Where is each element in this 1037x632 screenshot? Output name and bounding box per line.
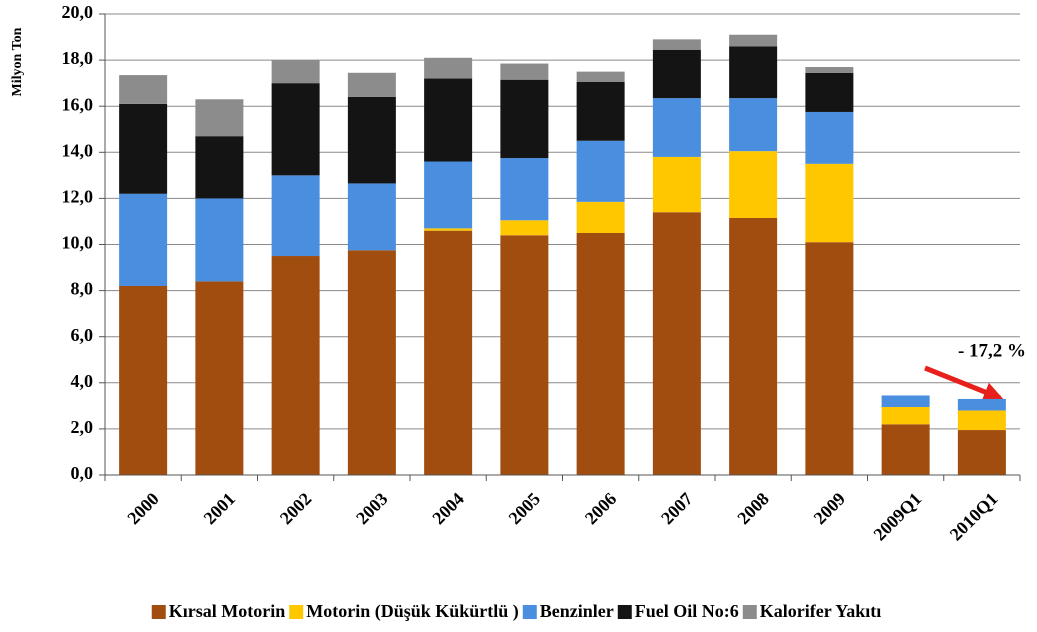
- x-tick-label: 2010Q1: [946, 489, 1002, 545]
- bar-segment: [500, 79, 549, 159]
- bar-segment: [957, 398, 1006, 411]
- bar-segment: [500, 158, 549, 221]
- bar-segment: [729, 34, 778, 47]
- bar-segment: [576, 71, 625, 82]
- bar-segment: [805, 67, 854, 73]
- bar-segment: [119, 193, 168, 286]
- legend-label: Benzinler: [540, 601, 614, 621]
- legend-swatch: [742, 605, 757, 619]
- bar-segment: [729, 98, 778, 152]
- bar-segment: [576, 81, 625, 141]
- bar-segment: [424, 230, 473, 475]
- bar-segment: [195, 198, 244, 282]
- bar-segment: [119, 103, 168, 194]
- bar-segment: [957, 410, 1006, 431]
- bar-segment: [271, 60, 320, 84]
- bar-segment: [652, 156, 701, 213]
- y-tick-label: 10,0: [62, 233, 94, 253]
- bar-segment: [119, 285, 168, 475]
- bar-segment: [195, 99, 244, 137]
- y-tick-label: 2,0: [71, 417, 94, 437]
- bar-segment: [576, 140, 625, 202]
- bar-segment: [195, 281, 244, 475]
- y-tick-label: 16,0: [62, 94, 94, 114]
- bar-segment: [652, 212, 701, 476]
- x-tick-label: 2002: [276, 489, 316, 529]
- bar-segment: [805, 163, 854, 243]
- legend-swatch: [617, 605, 632, 619]
- bar-segment: [729, 151, 778, 218]
- legend-label: Motorin (Düşük Kükürtlü ): [306, 601, 519, 622]
- bar-segment: [500, 235, 549, 475]
- x-tick-label: 2001: [200, 489, 240, 529]
- legend-label: Fuel Oil No:6: [635, 601, 739, 621]
- bar-segment: [347, 96, 396, 184]
- y-tick-label: 0,0: [71, 463, 94, 483]
- legend: Kırsal Motorin Motorin (Düşük Kükürtlü ) B…: [151, 601, 881, 622]
- bar-segment: [881, 424, 930, 475]
- legend-swatch: [522, 605, 537, 619]
- x-tick-label: 2000: [123, 489, 163, 529]
- bar-segment: [576, 232, 625, 475]
- bar-segment: [119, 75, 168, 104]
- bar-segment: [347, 72, 396, 97]
- bar-segment: [576, 201, 625, 233]
- bar-segment: [805, 242, 854, 475]
- bar-segment: [652, 49, 701, 99]
- y-tick-label: 14,0: [62, 140, 94, 160]
- bar-segment: [271, 256, 320, 475]
- bar-segment: [347, 183, 396, 251]
- bar-segment: [652, 39, 701, 50]
- legend-swatch: [289, 605, 304, 619]
- x-tick-label: 2009: [810, 489, 850, 529]
- bar-segment: [957, 430, 1006, 475]
- bar-segment: [729, 217, 778, 475]
- x-tick-label: 2009Q1: [869, 489, 925, 545]
- bar-segment: [652, 98, 701, 157]
- bar-segment: [881, 407, 930, 425]
- bar-segment: [805, 72, 854, 112]
- x-tick-label: 2005: [505, 489, 545, 529]
- bar-segment: [424, 57, 473, 79]
- bar-segment: [195, 136, 244, 199]
- y-tick-label: 8,0: [71, 279, 94, 299]
- x-tick-label: 2004: [428, 489, 468, 529]
- legend-label: Kalorifer Yakıtı: [760, 601, 881, 621]
- bar-segment: [424, 161, 473, 229]
- legend-label: Kırsal Motorin: [169, 601, 285, 621]
- x-tick-label: 2006: [581, 489, 621, 529]
- x-tick-label: 2008: [733, 489, 773, 529]
- x-tick-label: 2003: [352, 489, 392, 529]
- bar-segment: [881, 395, 930, 408]
- bar-segment: [271, 175, 320, 257]
- bar-segment: [271, 83, 320, 176]
- y-tick-label: 12,0: [62, 187, 94, 207]
- bar-segment: [500, 220, 549, 236]
- legend-swatch: [151, 605, 166, 619]
- bar-segment: [500, 63, 549, 80]
- bar-segment: [729, 46, 778, 99]
- x-tick-label: 2007: [657, 489, 697, 529]
- y-tick-label: 4,0: [71, 371, 94, 391]
- annotation-arrow: [924, 365, 1004, 402]
- y-axis-label: Milyon Ton: [10, 27, 25, 96]
- y-tick-label: 6,0: [71, 325, 94, 345]
- bar-segment: [424, 228, 473, 231]
- bar-segment: [424, 78, 473, 162]
- y-tick-label: 18,0: [62, 48, 94, 68]
- bar-segment: [347, 250, 396, 475]
- annotation: - 17,2 %: [958, 340, 1026, 361]
- bar-segment: [805, 111, 854, 164]
- y-tick-label: 20,0: [62, 2, 94, 22]
